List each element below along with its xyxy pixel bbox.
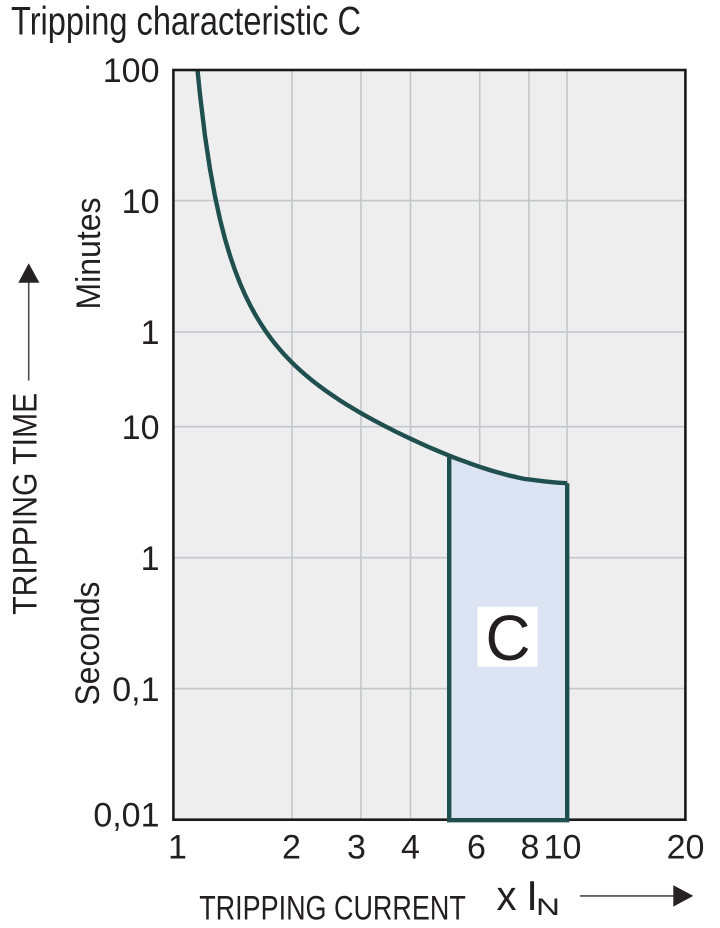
svg-text:TRIPPING TIME: TRIPPING TIME: [7, 393, 45, 615]
svg-text:Seconds: Seconds: [69, 582, 107, 706]
svg-text:1: 1: [168, 828, 187, 866]
svg-text:3: 3: [347, 828, 366, 866]
svg-text:N: N: [536, 894, 560, 921]
svg-text:Tripping characteristic C: Tripping characteristic C: [11, 0, 361, 44]
svg-text:2: 2: [282, 828, 301, 866]
svg-text:1: 1: [141, 540, 160, 578]
svg-text:6: 6: [467, 828, 486, 866]
svg-text:0,1: 0,1: [112, 671, 159, 709]
svg-text:0,01: 0,01: [93, 797, 159, 835]
svg-text:10: 10: [122, 183, 160, 221]
svg-text:100: 100: [103, 52, 160, 90]
svg-text:4: 4: [401, 828, 420, 866]
svg-text:20: 20: [667, 828, 705, 866]
svg-text:10: 10: [544, 828, 582, 866]
svg-text:I: I: [526, 872, 538, 919]
svg-text:10: 10: [122, 409, 160, 447]
svg-text:8: 8: [521, 828, 540, 866]
svg-text:TRIPPING CURRENT: TRIPPING CURRENT: [199, 890, 466, 928]
svg-text:x: x: [497, 872, 517, 919]
svg-text:Minutes: Minutes: [70, 198, 108, 310]
svg-text:C: C: [486, 602, 531, 674]
svg-text:1: 1: [141, 314, 160, 352]
